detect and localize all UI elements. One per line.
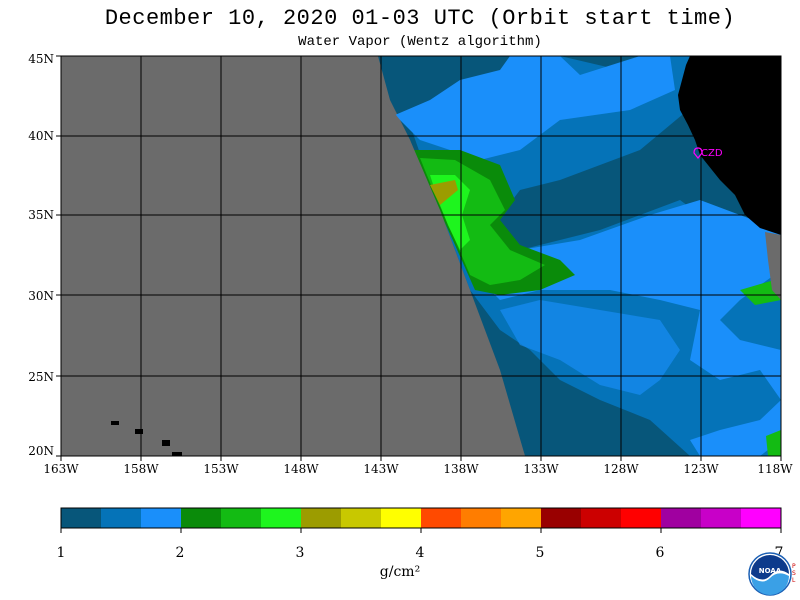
lat-label-30n: 30N [28,289,54,303]
colorbar-tick-2: 2 [175,545,185,561]
station-marker-czd: CZD [693,147,723,159]
colorbar-swatch [501,508,542,528]
colorbar-swatch [341,508,382,528]
colorbar-tick-7: 7 [774,545,784,561]
colorbar-swatch [381,508,422,528]
colorbar-swatch [581,508,622,528]
lat-label-45n: 45N [28,52,54,66]
land-california [678,56,781,235]
colorbar-tick-3: 3 [295,545,305,561]
graticule [56,55,782,461]
map-title: December 10, 2020 01-03 UTC (Orbit start… [104,6,736,31]
noaa-logo: NOAA [748,552,792,596]
lat-label-35n: 35N [28,208,54,222]
colorbar-swatch [461,508,502,528]
noaa-logo-text: NOAA [759,567,782,575]
moisture-green-south [766,430,781,456]
map-field [61,56,781,456]
colorbar-swatch [541,508,582,528]
no-data-wedge [61,56,525,456]
lon-label-128w: 128W [603,462,639,476]
colorbar [60,507,782,533]
lat-label-25n: 25N [28,370,54,384]
lon-label-143w: 143W [363,462,399,476]
swath-light-blue [395,56,675,160]
lon-label-133w: 133W [523,462,559,476]
lon-label-138w: 138W [443,462,479,476]
colorbar-tick-5: 5 [535,545,545,561]
colorbar-swatch [61,508,102,528]
colorbar-swatch [661,508,702,528]
lat-label-40n: 40N [28,129,54,143]
noaa-logo-bird [751,555,789,580]
colorbar-swatch [741,508,782,528]
map-subtitle: Water Vapor (Wentz algorithm) [298,34,542,50]
station-marker-icon [693,147,703,159]
colorbar-swatch [141,508,182,528]
hawaiian-islands [111,421,182,456]
swath-light-blue-belt [500,300,680,395]
psl-mark: P S L [792,563,796,584]
colorbar-swatch [701,508,742,528]
lat-label-20n: 20N [28,444,54,458]
lon-label-148w: 148W [283,462,319,476]
moisture-max [430,180,458,205]
colorbar-swatch [181,508,222,528]
lon-label-123w: 123W [683,462,719,476]
colorbar-units: g/cm² [379,564,421,580]
noaa-logo-wave [751,573,789,595]
moisture-green-east [740,278,781,305]
station-label: CZD [701,148,723,159]
colorbar-tick-6: 6 [655,545,665,561]
colorbar-swatch [621,508,662,528]
colorbar-tick-4: 4 [415,545,425,561]
colorbar-swatch [221,508,262,528]
colorbar-swatch [261,508,302,528]
lon-label-153w: 153W [203,462,239,476]
lon-label-158w: 158W [123,462,159,476]
colorbar-swatch [421,508,462,528]
lon-label-118w: 118W [757,462,793,476]
map-frame [60,55,782,457]
colorbar-tick-1: 1 [56,545,66,561]
land-baja-edge [765,232,781,300]
colorbar-swatch [301,508,342,528]
lon-label-163w: 163W [43,462,79,476]
colorbar-swatch [101,508,142,528]
